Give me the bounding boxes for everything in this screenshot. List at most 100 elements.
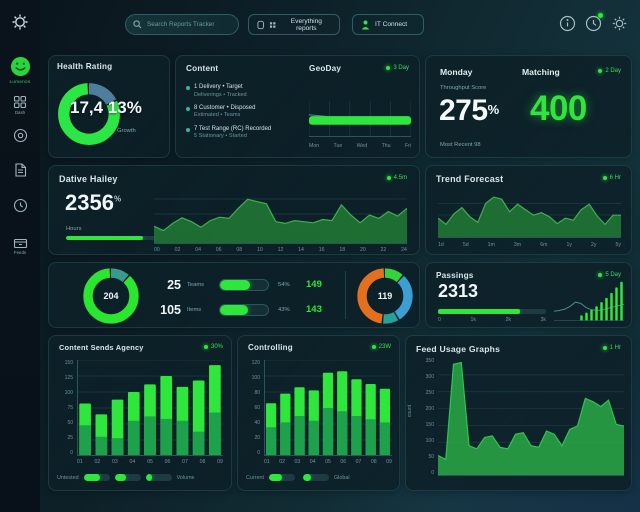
usage-meta[interactable]: 1 Hr: [602, 345, 621, 351]
x-tick: 1y: [566, 242, 572, 248]
legend-pill-fill: [302, 474, 311, 481]
geoday-chart: [309, 101, 411, 137]
meta-dot-icon: [602, 346, 607, 350]
controlling-meta[interactable]: 23W: [371, 344, 391, 350]
geoday-meta[interactable]: 3 Day: [386, 65, 409, 71]
sidebar-item-status[interactable]: [0, 198, 40, 213]
x-tick: 0: [438, 317, 441, 323]
stats-left-donut: 204: [81, 266, 141, 326]
list-item[interactable]: 7 Test Range (RC) Recorded 5 Stationary •…: [186, 126, 308, 141]
notifications-clock-icon[interactable]: [585, 13, 603, 32]
x-tick: 1k: [470, 317, 476, 323]
list-item[interactable]: 1 Delivery • Target Deliverings • Tracked: [186, 84, 308, 99]
settings-icon[interactable]: [611, 15, 628, 32]
stat-mid-label: 54%: [278, 281, 290, 288]
passings-spark-chart: [554, 279, 624, 321]
y-tick: 100: [64, 390, 73, 396]
x-tick: Mon: [309, 143, 320, 149]
meta-dot-icon: [598, 69, 603, 73]
search-input[interactable]: Search Reports Tracker: [125, 14, 239, 35]
sidebar-item-feeds[interactable]: Feeds: [0, 236, 40, 255]
search-placeholder: Search Reports Tracker: [147, 21, 215, 28]
legend-pill[interactable]: [83, 474, 110, 481]
clock-icon: [13, 198, 27, 213]
daily-progress-bar: [66, 236, 158, 240]
connect-button[interactable]: IT Connect: [352, 14, 424, 35]
monday-matching-card: Monday Matching 2 Day Throughput Score 2…: [425, 55, 632, 158]
legend-pill[interactable]: [302, 474, 329, 481]
reports-filter-button[interactable]: Everything reports: [248, 14, 340, 35]
legend-pill-fill: [83, 474, 100, 481]
topbar: Search Reports Tracker Everything report…: [40, 0, 640, 48]
geoday-title: GeoDay: [309, 64, 342, 73]
health-value: 17,4 13%: [70, 98, 142, 117]
sidebar-item-dashboard[interactable]: Dash: [0, 95, 40, 115]
agency-x-axis: 01 02 03 04 05 06 07 08 09: [77, 459, 223, 465]
x-tick: 09: [217, 459, 223, 465]
legend-pills: [268, 474, 329, 481]
x-tick: 01: [264, 459, 270, 465]
trend-meta[interactable]: 6 Hr: [602, 175, 621, 181]
x-tick: 3m: [513, 242, 522, 248]
stats-rows: 25 Teams 54% 149 105 Items 43% 143: [149, 272, 341, 322]
y-tick: 75: [67, 405, 73, 411]
x-tick: 08: [236, 247, 243, 253]
list-item-subtitle: Deliverings • Tracked: [194, 91, 247, 98]
target-icon: [13, 128, 27, 143]
legend-pill[interactable]: [114, 474, 141, 481]
passings-progress-bar: [438, 309, 546, 314]
x-tick: 04: [129, 459, 136, 465]
x-tick: 6m: [540, 242, 548, 248]
x-tick: Tue: [333, 143, 343, 149]
list-item-text: 7 Test Range (RC) Recorded 5 Stationary •…: [194, 126, 271, 141]
agency-meta[interactable]: 30%: [203, 344, 223, 350]
daily-history-card: Dative Hailey 4.5m 2356% Hours 00 02 04 06 0…: [48, 165, 420, 255]
y-tick: 300: [425, 374, 434, 380]
y-tick: 40: [254, 420, 260, 426]
legend-pill[interactable]: [268, 474, 295, 481]
x-tick: 1m: [487, 242, 495, 248]
progress-fill: [220, 304, 248, 315]
passings-meta[interactable]: 5 Day: [598, 272, 621, 278]
controlling-legend: Current Global: [246, 474, 394, 481]
card-title: Health Rating: [57, 62, 113, 71]
daily-meta[interactable]: 4.5m: [386, 175, 407, 181]
badge-icon: [257, 20, 264, 29]
controlling-bar-chart: [264, 360, 392, 456]
app-logo[interactable]: Lumenos: [0, 56, 40, 84]
monday-title: Monday: [440, 67, 473, 77]
agency-legend: Untested Volume: [57, 474, 225, 481]
list-item-text: 1 Delivery • Target Deliverings • Tracked: [194, 84, 247, 99]
stat-toggle[interactable]: [219, 303, 269, 316]
info-icon[interactable]: [559, 15, 576, 32]
x-tick: 16: [318, 247, 325, 253]
usage-area-chart: [438, 358, 624, 476]
stats-left-center: 204: [103, 291, 119, 301]
y-tick: 0: [431, 470, 434, 476]
sidebar-item-reports[interactable]: [0, 162, 40, 178]
x-tick: 03: [112, 459, 118, 465]
agency-bar-chart: [77, 360, 223, 456]
legend-pill[interactable]: [145, 474, 172, 481]
stats-row: 105 Items 43% 143: [149, 297, 341, 322]
settings-gear-icon[interactable]: [10, 12, 30, 32]
monday-meta[interactable]: 2 Day: [598, 68, 621, 74]
sidebar-item-label: Feeds: [13, 250, 27, 255]
passings-value: 2313: [438, 281, 479, 301]
agency-y-axis: 150 125 100 75 50 25 0: [53, 360, 73, 456]
y-tick: 100: [251, 375, 260, 381]
sidebar-item-monitor[interactable]: [0, 128, 40, 143]
meta-dot-icon: [386, 66, 391, 70]
trend-title: Trend Forecast: [436, 174, 504, 184]
list-item[interactable]: 8 Customer • Disposed Estimated • Teams: [186, 105, 308, 120]
y-tick: 50: [428, 454, 434, 460]
controlling-y-axis: 120 100 80 60 40 20 0: [240, 360, 260, 456]
progress-fill: [66, 236, 144, 240]
stat-value: 25: [167, 277, 181, 292]
stat-toggle[interactable]: [219, 278, 269, 291]
passings-title: Passings: [436, 271, 474, 280]
x-tick: 24: [401, 247, 407, 253]
y-tick: 0: [257, 450, 260, 456]
filter-button-label: Everything reports: [290, 17, 322, 32]
content-title: Content: [186, 64, 219, 73]
